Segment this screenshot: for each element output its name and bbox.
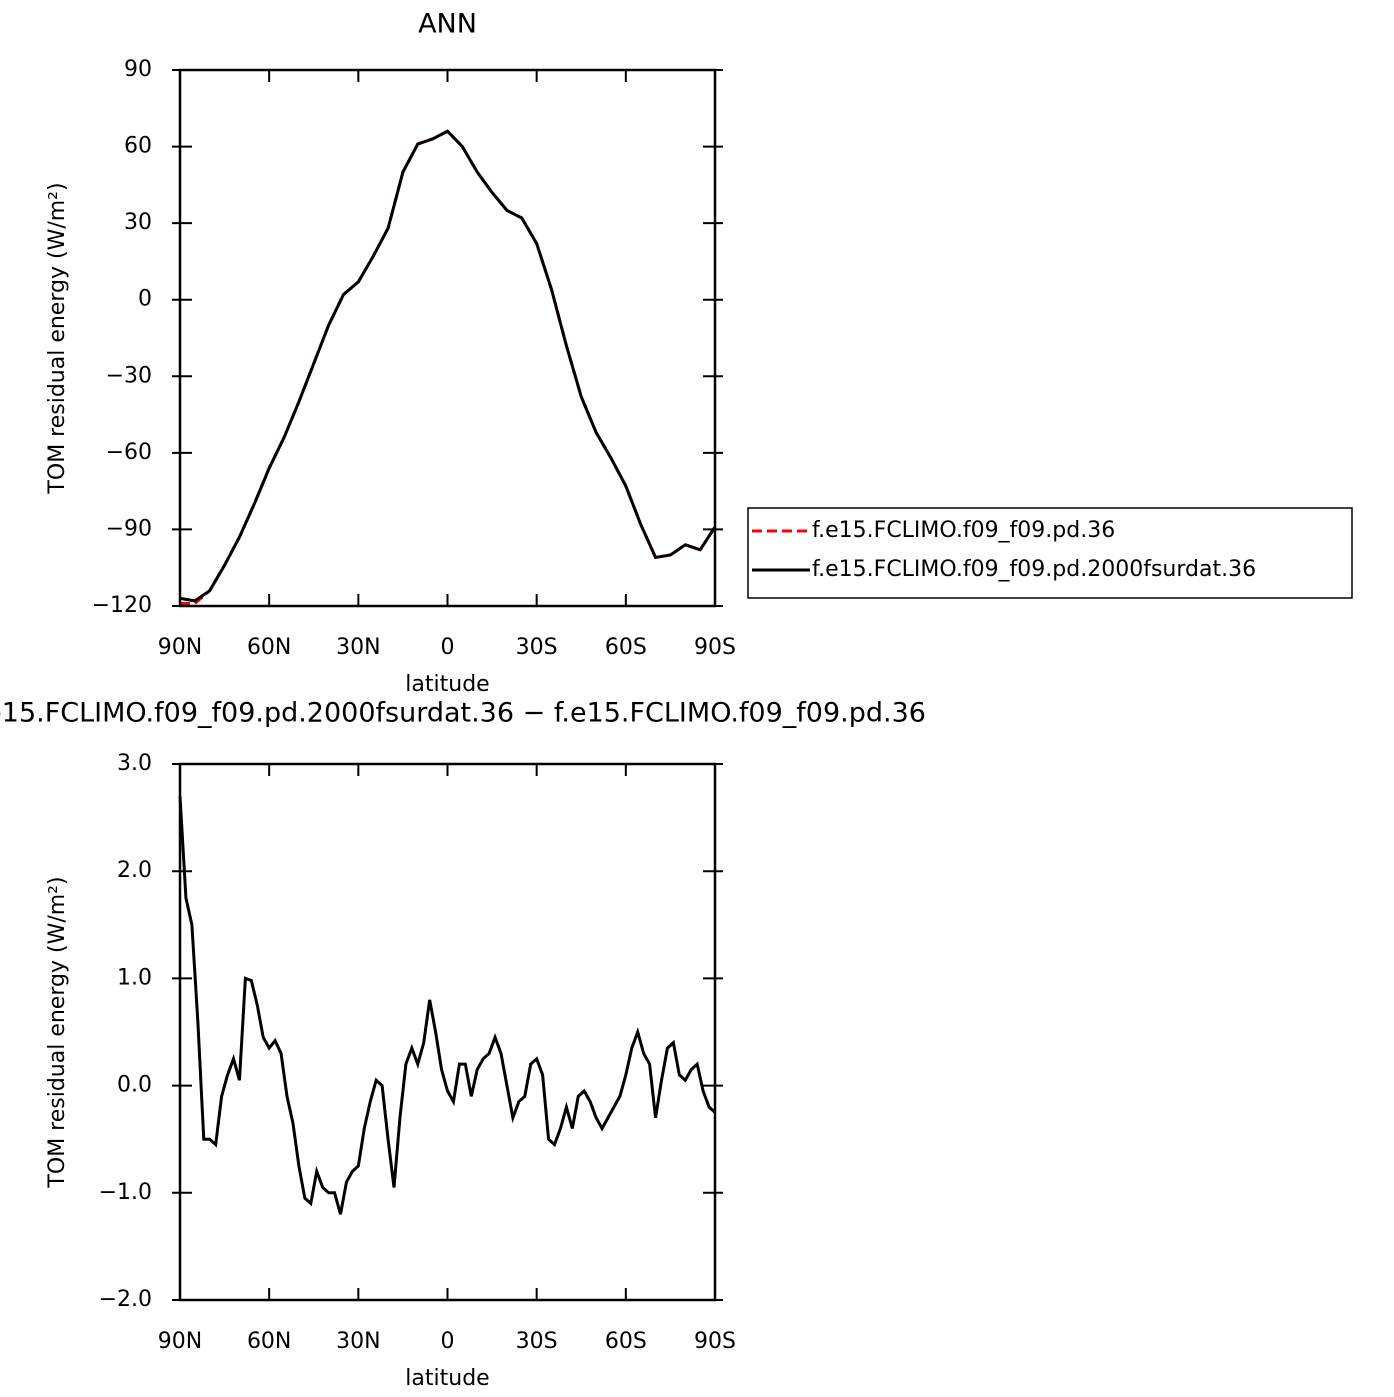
x-tick-label: 0 bbox=[441, 1329, 455, 1354]
x-tick-label: 90N bbox=[158, 635, 202, 660]
x-tick-label: 90S bbox=[694, 1329, 736, 1354]
chart-title: f.e15.FCLIMO.f09_f09.pd.2000fsurdat.36 −… bbox=[0, 698, 926, 729]
legend-label: f.e15.FCLIMO.f09_f09.pd.36 bbox=[812, 518, 1115, 543]
x-tick-label: 60S bbox=[605, 635, 647, 660]
x-tick-label: 60N bbox=[247, 1329, 291, 1354]
x-axis-label: latitude bbox=[405, 672, 489, 697]
chart-title: ANN bbox=[418, 9, 477, 40]
plot-frame bbox=[178, 68, 717, 608]
data-line bbox=[179, 129, 717, 603]
x-axis-label: latitude bbox=[405, 1366, 489, 1391]
y-tick-label: 0 bbox=[138, 287, 152, 312]
x-tick-label: 0 bbox=[441, 635, 455, 660]
x-tick-label: 90N bbox=[158, 1329, 202, 1354]
x-tick-label: 30N bbox=[336, 1329, 380, 1354]
x-tick-label: 30N bbox=[336, 635, 380, 660]
y-tick-label: −60 bbox=[106, 440, 152, 465]
data-line bbox=[180, 129, 717, 605]
y-axis-label: TOM residual energy (W/m²) bbox=[45, 182, 70, 494]
y-tick-label: −120 bbox=[92, 593, 152, 618]
legend-box bbox=[747, 507, 1353, 599]
y-tick-label: −90 bbox=[106, 516, 152, 541]
y-tick-label: −1.0 bbox=[99, 1180, 152, 1205]
x-tick-label: 30S bbox=[516, 1329, 558, 1354]
y-tick-label: 0.0 bbox=[117, 1073, 152, 1098]
x-tick-label: 90S bbox=[694, 635, 736, 660]
legend-label: f.e15.FCLIMO.f09_f09.pd.2000fsurdat.36 bbox=[812, 557, 1256, 582]
y-tick-label: 2.0 bbox=[117, 858, 152, 883]
data-line bbox=[178, 796, 717, 1215]
y-tick-label: 90 bbox=[124, 57, 152, 82]
y-tick-label: 60 bbox=[124, 134, 152, 159]
plot-frame bbox=[178, 762, 717, 1302]
legend: f.e15.FCLIMO.f09_f09.pd.36 f.e15.FCLIMO.f… bbox=[747, 507, 1353, 599]
x-tick-label: 30S bbox=[516, 635, 558, 660]
y-tick-label: −2.0 bbox=[99, 1287, 152, 1312]
x-tick-label: 60S bbox=[605, 1329, 647, 1354]
y-tick-label: −30 bbox=[106, 363, 152, 388]
y-tick-label: 1.0 bbox=[117, 965, 152, 990]
y-axis-label: TOM residual energy (W/m²) bbox=[45, 876, 70, 1188]
y-tick-label: 30 bbox=[124, 210, 152, 235]
x-tick-label: 60N bbox=[247, 635, 291, 660]
y-tick-label: 3.0 bbox=[117, 751, 152, 776]
